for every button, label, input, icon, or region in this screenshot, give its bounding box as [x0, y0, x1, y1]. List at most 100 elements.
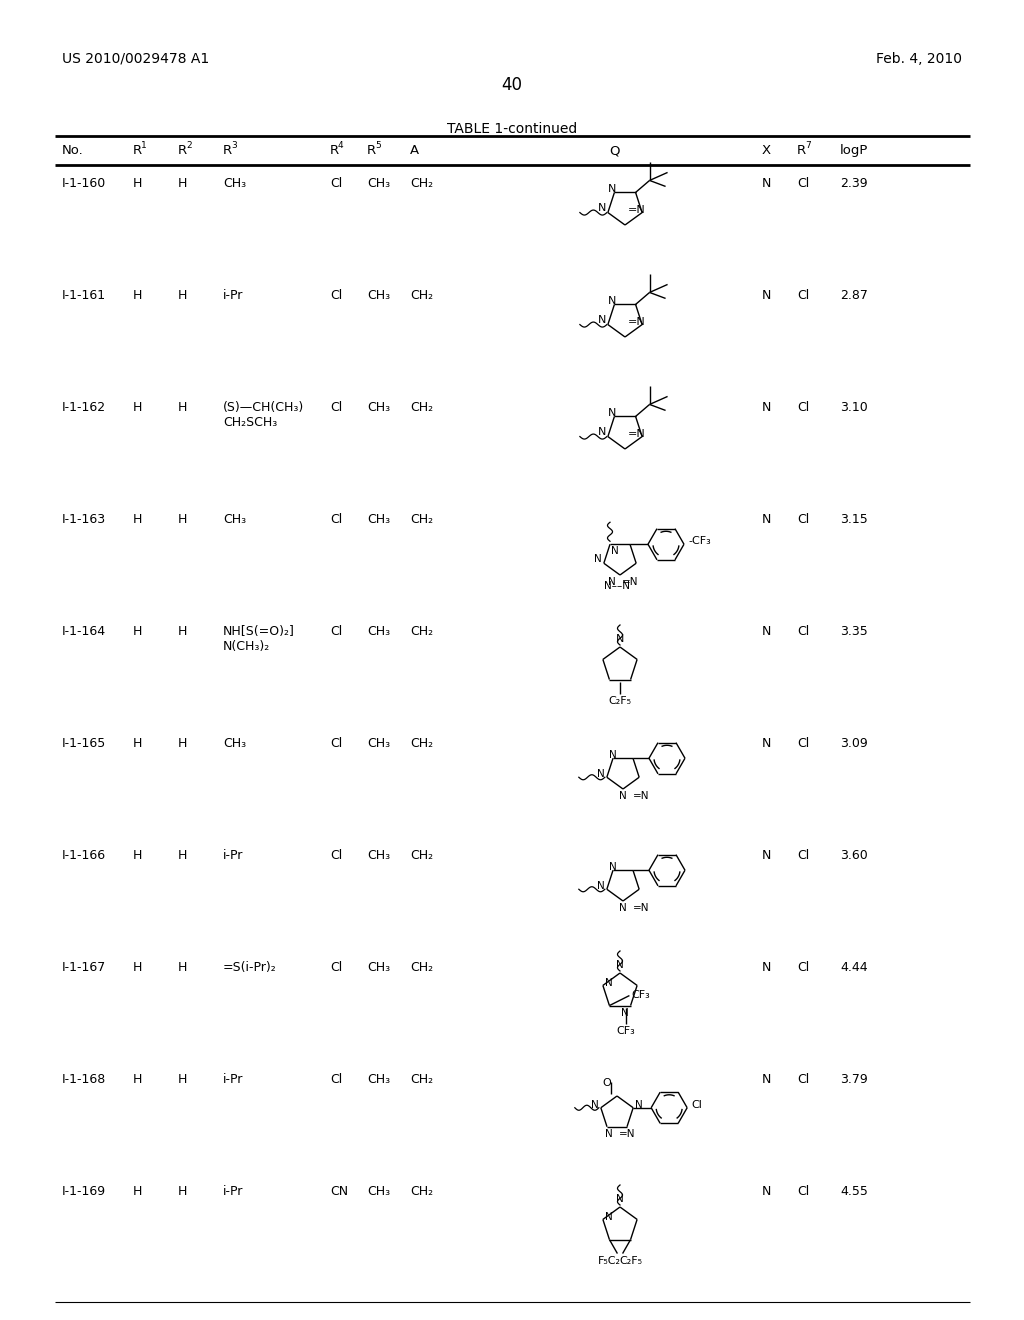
- Text: N: N: [620, 791, 627, 801]
- Text: 2.87: 2.87: [840, 289, 868, 302]
- Text: No.: No.: [62, 144, 84, 157]
- Text: C₂F₅: C₂F₅: [608, 696, 632, 706]
- Text: Cl: Cl: [797, 401, 809, 414]
- Text: N: N: [635, 1100, 643, 1110]
- Text: X: X: [762, 144, 771, 157]
- Text: N: N: [609, 750, 616, 760]
- Text: CH₂: CH₂: [410, 849, 433, 862]
- Text: 40: 40: [502, 77, 522, 94]
- Text: N: N: [597, 770, 605, 779]
- Text: Cl: Cl: [691, 1100, 702, 1110]
- Text: N: N: [605, 1213, 612, 1222]
- Text: i-Pr: i-Pr: [223, 849, 244, 862]
- Text: 3: 3: [231, 141, 237, 150]
- Text: N: N: [616, 1195, 624, 1204]
- Text: CH₃: CH₃: [367, 177, 390, 190]
- Text: N: N: [609, 862, 616, 873]
- Text: N: N: [762, 177, 771, 190]
- Text: 3.35: 3.35: [840, 624, 867, 638]
- Text: i-Pr: i-Pr: [223, 289, 244, 302]
- Text: H: H: [133, 624, 142, 638]
- Text: H: H: [178, 1073, 187, 1086]
- Text: Cl: Cl: [330, 1073, 342, 1086]
- Text: Cl: Cl: [797, 1185, 809, 1199]
- Text: H: H: [133, 289, 142, 302]
- Text: N: N: [762, 401, 771, 414]
- Text: Cl: Cl: [330, 849, 342, 862]
- Text: H: H: [178, 961, 187, 974]
- Text: R: R: [178, 144, 187, 157]
- Text: CH₃: CH₃: [367, 1073, 390, 1086]
- Text: Cl: Cl: [797, 177, 809, 190]
- Text: 3.79: 3.79: [840, 1073, 867, 1086]
- Text: O: O: [603, 1078, 611, 1088]
- Text: Cl: Cl: [330, 289, 342, 302]
- Text: Cl: Cl: [330, 401, 342, 414]
- Text: I-1-162: I-1-162: [62, 401, 106, 414]
- Text: CH₂: CH₂: [410, 1185, 433, 1199]
- Text: H: H: [178, 177, 187, 190]
- Text: Cl: Cl: [797, 961, 809, 974]
- Text: CH₃: CH₃: [367, 849, 390, 862]
- Text: CH₃: CH₃: [367, 961, 390, 974]
- Text: N: N: [762, 737, 771, 750]
- Text: NH[S(=O)₂]
N(CH₃)₂: NH[S(=O)₂] N(CH₃)₂: [223, 624, 295, 653]
- Text: CH₂: CH₂: [410, 1073, 433, 1086]
- Text: CH₂: CH₂: [410, 961, 433, 974]
- Text: CH₃: CH₃: [367, 289, 390, 302]
- Text: I-1-167: I-1-167: [62, 961, 106, 974]
- Text: 5: 5: [375, 141, 381, 150]
- Text: H: H: [178, 401, 187, 414]
- Text: H: H: [178, 624, 187, 638]
- Text: N: N: [762, 849, 771, 862]
- Text: R: R: [133, 144, 142, 157]
- Text: N: N: [598, 426, 606, 437]
- Text: =N: =N: [618, 1129, 636, 1139]
- Text: H: H: [178, 849, 187, 862]
- Text: i-Pr: i-Pr: [223, 1185, 244, 1199]
- Text: 4.44: 4.44: [840, 961, 867, 974]
- Text: =N: =N: [629, 205, 646, 215]
- Text: N: N: [762, 1185, 771, 1199]
- Text: Cl: Cl: [797, 289, 809, 302]
- Text: CH₃: CH₃: [367, 737, 390, 750]
- Text: CH₂: CH₂: [410, 624, 433, 638]
- Text: Cl: Cl: [330, 177, 342, 190]
- Text: R: R: [330, 144, 339, 157]
- Text: Cl: Cl: [797, 849, 809, 862]
- Text: =N: =N: [629, 429, 646, 438]
- Text: N: N: [598, 314, 606, 325]
- Text: CH₃: CH₃: [223, 737, 246, 750]
- Text: =N: =N: [622, 577, 639, 587]
- Text: 3.10: 3.10: [840, 401, 867, 414]
- Text: 4.55: 4.55: [840, 1185, 868, 1199]
- Text: Cl: Cl: [330, 624, 342, 638]
- Text: N: N: [616, 960, 624, 970]
- Text: H: H: [133, 177, 142, 190]
- Text: I-1-164: I-1-164: [62, 624, 106, 638]
- Text: logP: logP: [840, 144, 868, 157]
- Text: H: H: [178, 289, 187, 302]
- Text: Cl: Cl: [330, 961, 342, 974]
- Text: 1: 1: [141, 141, 146, 150]
- Text: N: N: [762, 289, 771, 302]
- Text: US 2010/0029478 A1: US 2010/0029478 A1: [62, 51, 209, 66]
- Text: CH₃: CH₃: [367, 1185, 390, 1199]
- Text: I-1-168: I-1-168: [62, 1073, 106, 1086]
- Text: A: A: [410, 144, 419, 157]
- Text: Cl: Cl: [330, 737, 342, 750]
- Text: 2.39: 2.39: [840, 177, 867, 190]
- Text: CF₃: CF₃: [616, 1026, 635, 1036]
- Text: H: H: [133, 737, 142, 750]
- Text: 3.15: 3.15: [840, 513, 867, 525]
- Text: H: H: [178, 1185, 187, 1199]
- Text: I-1-163: I-1-163: [62, 513, 106, 525]
- Text: TABLE 1-continued: TABLE 1-continued: [446, 121, 578, 136]
- Text: 2: 2: [186, 141, 191, 150]
- Text: I-1-165: I-1-165: [62, 737, 106, 750]
- Text: N: N: [762, 513, 771, 525]
- Text: CH₂: CH₂: [410, 737, 433, 750]
- Text: H: H: [133, 513, 142, 525]
- Text: CN: CN: [330, 1185, 348, 1199]
- Text: N––N: N––N: [604, 581, 630, 591]
